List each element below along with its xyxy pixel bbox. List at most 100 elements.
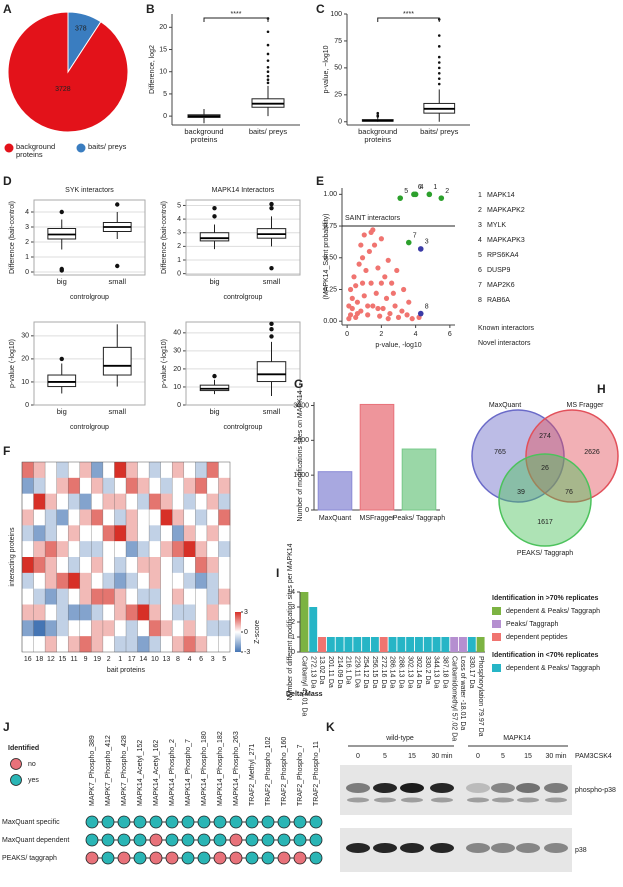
x-tick-label: big [209, 407, 220, 416]
y-tick-label: 20 [21, 356, 29, 363]
heatmap-cell [45, 541, 57, 558]
y-tick-label: 0 [25, 402, 29, 409]
point [370, 303, 376, 309]
dot [117, 833, 131, 847]
point [401, 286, 407, 293]
heatmap-cell [172, 541, 185, 558]
legend-name: MAPKAPK2 [487, 207, 525, 214]
heatmap-cell [114, 477, 127, 494]
heatmap-cell [160, 557, 173, 574]
dot [277, 833, 291, 847]
heatmap-cell [183, 509, 196, 526]
bar [370, 637, 379, 652]
x-tick-label: small [262, 277, 281, 286]
heatmap-cell [126, 604, 138, 621]
heatmap-cell [56, 462, 69, 479]
heatmap-cell [102, 588, 115, 605]
legend-id: 5 [478, 252, 482, 259]
legend-id: 7 [478, 282, 482, 289]
y-tick-label: 20 [159, 24, 167, 31]
x-tick-label: background proteins [358, 127, 398, 145]
heatmap-cell [91, 604, 104, 621]
legend-title: Identification in >70% replicates [492, 595, 599, 602]
heatmap-cell [114, 525, 127, 542]
y-tick-label: 0 [338, 119, 342, 126]
slice-label: 378 [75, 26, 87, 33]
heatmap-cell [160, 572, 173, 589]
dot [309, 815, 323, 829]
heatmap-cell [56, 604, 69, 621]
bar [317, 471, 353, 511]
x-tick-label: 0 [345, 331, 349, 338]
heatmap-cell [56, 477, 69, 494]
y-tick-label: 100 [330, 11, 342, 18]
point-label: 4 [420, 184, 424, 191]
heatmap-cell [102, 636, 115, 653]
pie-slice [7, 11, 129, 133]
y-tick-label: 50 [334, 65, 342, 72]
heatmap-cell [137, 462, 150, 479]
panel-label: B [146, 2, 155, 16]
x-axis-label: bait proteins [107, 667, 146, 674]
heatmap-cell [218, 620, 231, 637]
heatmap-cell [195, 604, 208, 621]
lane-label: 30 min [431, 753, 452, 760]
heatmap-cell [137, 493, 150, 510]
heatmap-cell [126, 557, 138, 574]
legend-label: baits/ preys [88, 142, 127, 151]
point [377, 313, 383, 319]
heatmap-cell [149, 604, 161, 621]
heatmap-cell [91, 572, 104, 589]
box [47, 374, 77, 388]
point [395, 314, 402, 320]
panel-label: I [276, 566, 279, 580]
interactor-point [426, 191, 433, 198]
heatmap-cell [22, 557, 34, 574]
legend-id: 1 [478, 192, 482, 199]
x-tick-label: 272.16 Da [380, 656, 387, 688]
x-tick-label: MSFragger [359, 515, 395, 522]
y-tick-label: 0 [291, 649, 295, 656]
heatmap-cell [68, 620, 81, 637]
outlier [376, 111, 380, 115]
y-tick-label: 4 [177, 216, 181, 223]
dot [117, 851, 131, 865]
y-tick-label: 2 [25, 239, 29, 246]
heatmap-cell [33, 588, 46, 605]
heatmap-cell [68, 493, 81, 510]
heatmap-cell [149, 620, 161, 637]
band [430, 783, 454, 793]
dot [277, 815, 291, 829]
heatmap-cell [206, 557, 219, 574]
heatmap-cell [68, 509, 81, 526]
x-tick-label: 4 [414, 331, 418, 338]
dot [149, 815, 163, 829]
point [378, 236, 384, 242]
point [358, 242, 364, 248]
point [382, 274, 388, 280]
heatmap-cell [56, 493, 69, 510]
x-tick-label: 302.14 Da [415, 656, 422, 688]
column-label: 13 [163, 656, 171, 663]
heatmap-cell [91, 462, 104, 479]
heatmap-cell [114, 462, 127, 479]
x-tick-label: Peaks/ Taggraph [393, 515, 446, 522]
heatmap-cell [56, 588, 69, 605]
heatmap-cell [195, 636, 208, 653]
colorbar [235, 612, 241, 652]
heatmap-cell [79, 588, 92, 605]
heatmap-cell [172, 572, 185, 589]
bar [423, 637, 432, 652]
heatmap-cell [195, 477, 208, 494]
heatmap-cell [206, 636, 219, 653]
outlier [59, 209, 64, 215]
legend-swatch [10, 758, 22, 770]
dot [309, 833, 323, 847]
heatmap-cell [22, 588, 34, 605]
lane-label: 15 [524, 753, 532, 760]
x-tick-label: 216.1 Da [345, 656, 352, 685]
heatmap-cell [126, 493, 138, 510]
column-label: 15 [59, 656, 67, 663]
heatmap-cell [33, 620, 46, 637]
